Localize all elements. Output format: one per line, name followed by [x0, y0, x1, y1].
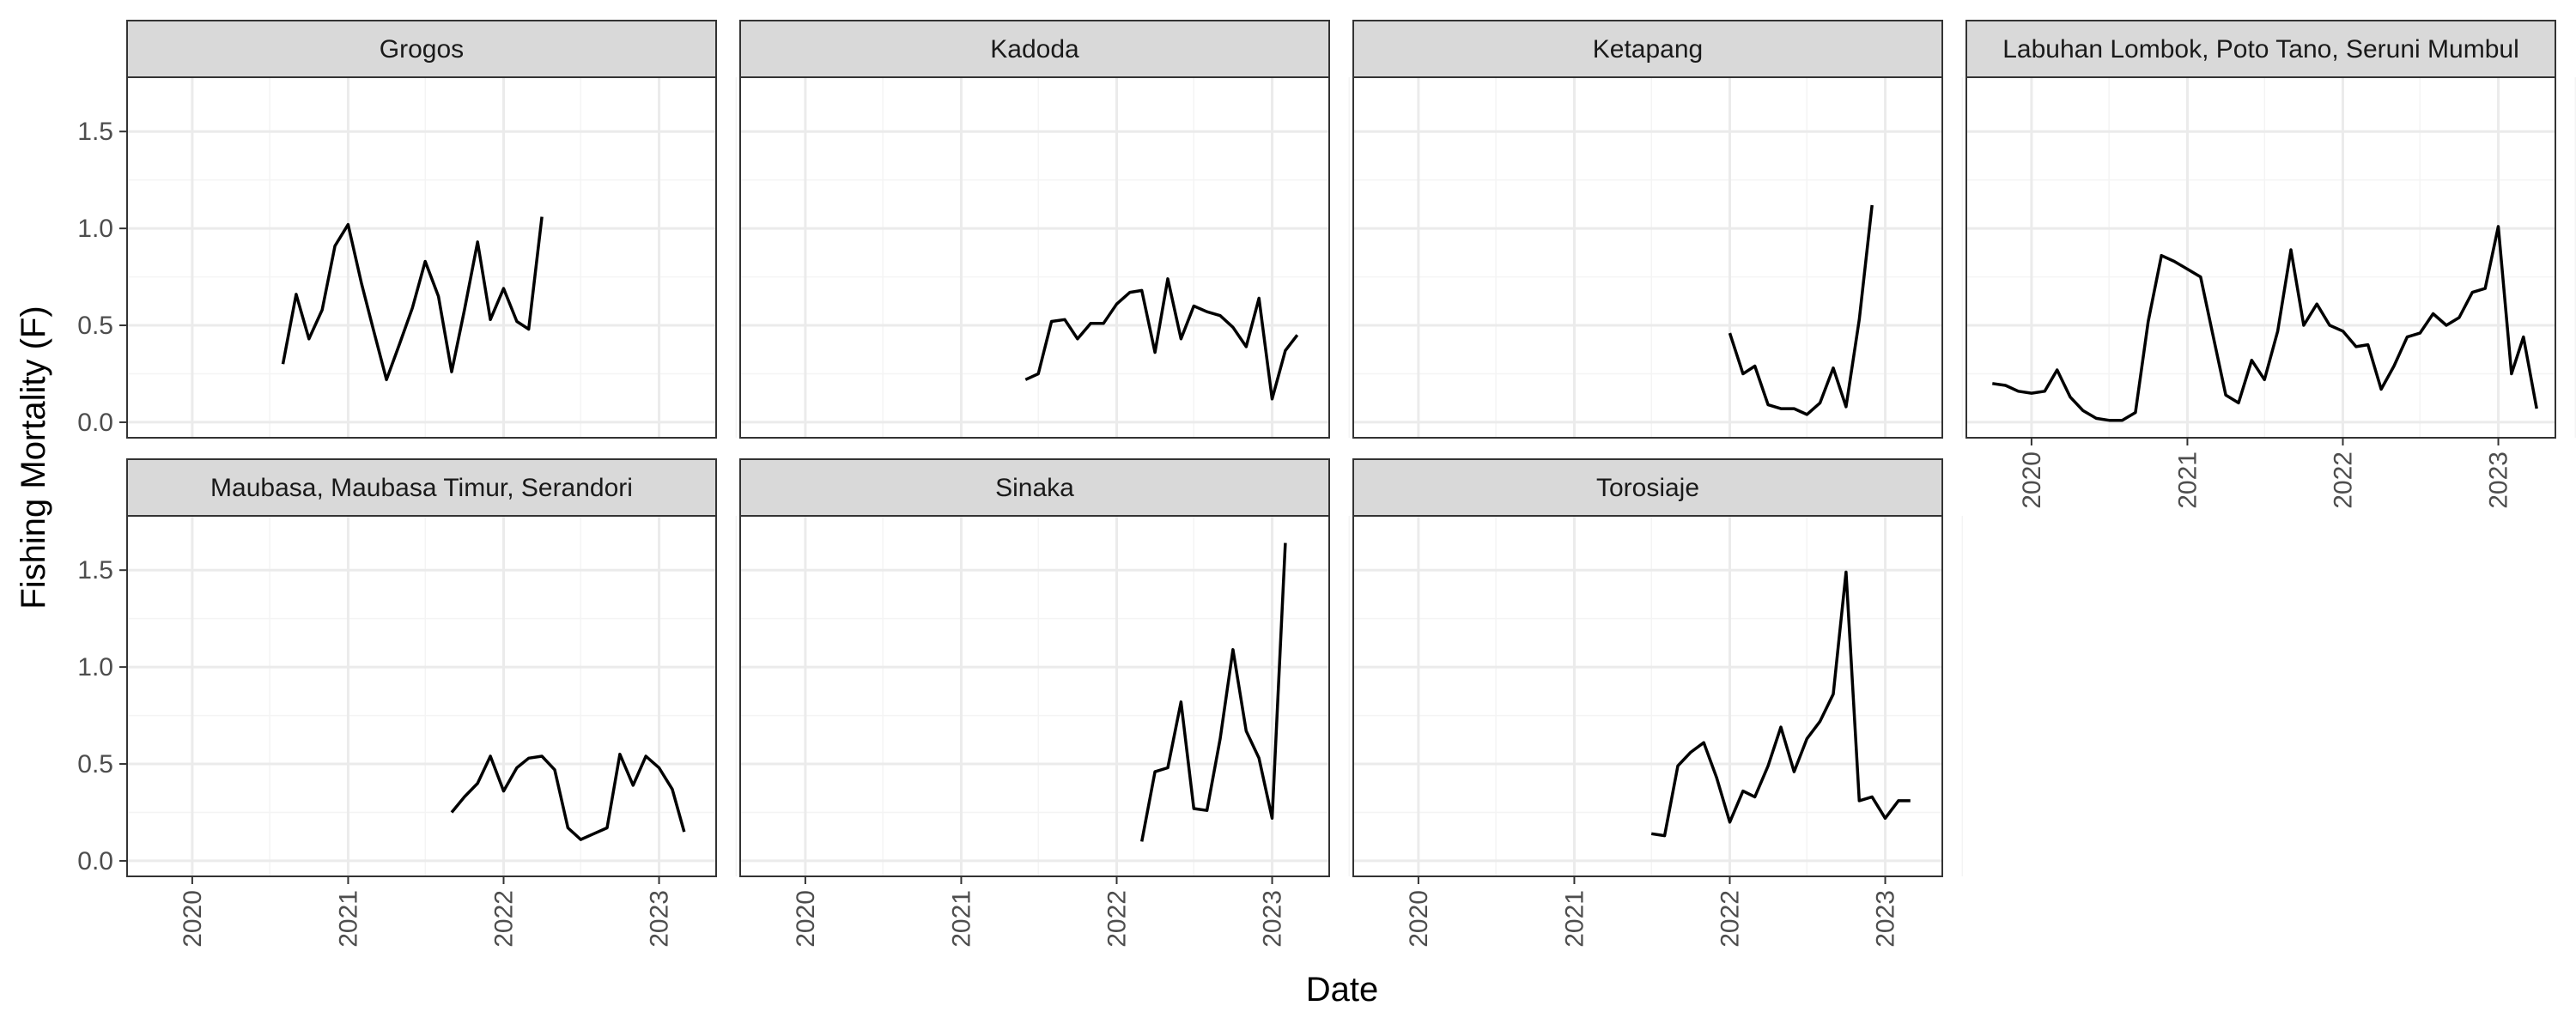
y-tick-label: 1.5 — [77, 556, 113, 585]
x-tick-label: 2022 — [2329, 451, 2357, 509]
panel-background — [1353, 516, 1942, 876]
facet-strip-label: Labuhan Lombok, Poto Tano, Seruni Mumbul — [2002, 35, 2519, 64]
panel-background — [740, 77, 1329, 438]
facet-panel: Sinaka — [739, 458, 1351, 877]
series-line — [1139, 542, 1287, 842]
panel-background — [740, 516, 1329, 876]
x-tick-label: 2023 — [646, 890, 674, 948]
facet-strip-label: Grogos — [380, 35, 464, 64]
facet-strip-label: Torosiaje — [1596, 474, 1699, 502]
x-tick-label: 2021 — [947, 890, 975, 948]
x-tick-label: 2022 — [1103, 890, 1131, 948]
series-line — [281, 216, 544, 382]
x-tick-label: 2020 — [179, 890, 207, 948]
x-tick-label: 2023 — [1259, 890, 1287, 948]
facet-panel: Kadoda — [739, 20, 1351, 439]
y-tick-label: 0.0 — [77, 847, 113, 876]
x-axis-title: Date — [1306, 971, 1379, 1009]
panel-border — [126, 515, 717, 877]
y-tick-label: 1.0 — [77, 215, 113, 243]
x-tick-label: 2023 — [2485, 451, 2513, 509]
facet-strip-label: Sinaka — [995, 474, 1074, 502]
y-tick-label: 0.5 — [77, 750, 113, 779]
x-tick-label: 2023 — [1872, 890, 1900, 948]
facet-strip-label: Kadoda — [990, 35, 1079, 64]
facet-panel: Grogos — [126, 20, 738, 439]
facet-strip — [1352, 20, 1943, 78]
facet-strip — [739, 458, 1330, 517]
panel-border — [739, 515, 1330, 877]
facet-strip — [126, 458, 717, 517]
y-tick-label: 0.5 — [77, 312, 113, 340]
facet-strip — [739, 20, 1330, 78]
panel-background — [1353, 77, 1942, 438]
facet-panel: Ketapang — [1352, 20, 1964, 439]
facet-panel: Torosiaje — [1352, 458, 1964, 877]
facet-strip — [1965, 20, 2556, 78]
panel-border — [1352, 76, 1943, 439]
y-tick-label: 1.0 — [77, 653, 113, 682]
axes: 0.0 0.5 1.0 1.5 2020 2021 2022 2023 0.0 0.5 1.0 1.5… — [77, 118, 2512, 948]
panel-border — [126, 76, 717, 439]
x-tick-label: 2021 — [334, 890, 362, 948]
facet-strip — [1352, 458, 1943, 517]
series-line — [450, 752, 686, 841]
facet-strip-label: Ketapang — [1593, 35, 1703, 64]
panel-background — [127, 516, 716, 876]
facet-panel: Labuhan Lombok, Poto Tano, Seruni Mumbul — [1965, 20, 2576, 439]
panel-border — [1352, 515, 1943, 877]
facet-panels: Grogos Kadoda Ketapang Labuhan Lombok, Poto… — [126, 20, 2576, 877]
panel-border — [739, 76, 1330, 439]
x-tick-label: 2022 — [489, 890, 518, 948]
x-tick-label: 2022 — [1716, 890, 1744, 948]
panel-background — [127, 77, 716, 438]
panel-border — [1965, 76, 2556, 439]
y-axis-title: Fishing Mortality (F) — [15, 306, 52, 609]
x-tick-label: 2020 — [792, 890, 820, 948]
y-tick-label: 1.5 — [77, 118, 113, 146]
series-line — [1992, 225, 2538, 422]
series-line — [1650, 570, 1911, 838]
series-line — [1024, 277, 1299, 401]
facet-strip — [126, 20, 717, 78]
x-tick-label: 2021 — [2173, 451, 2202, 509]
x-tick-label: 2021 — [1560, 890, 1589, 948]
x-tick-label: 2020 — [2018, 451, 2046, 509]
panel-background — [1966, 77, 2555, 438]
series-line — [1728, 204, 1874, 416]
facet-panel: Maubasa, Maubasa Timur, Serandori — [126, 458, 738, 877]
x-tick-label: 2020 — [1405, 890, 1433, 948]
facet-strip-label: Maubasa, Maubasa Timur, Serandori — [210, 474, 633, 502]
y-tick-label: 0.0 — [77, 409, 113, 437]
